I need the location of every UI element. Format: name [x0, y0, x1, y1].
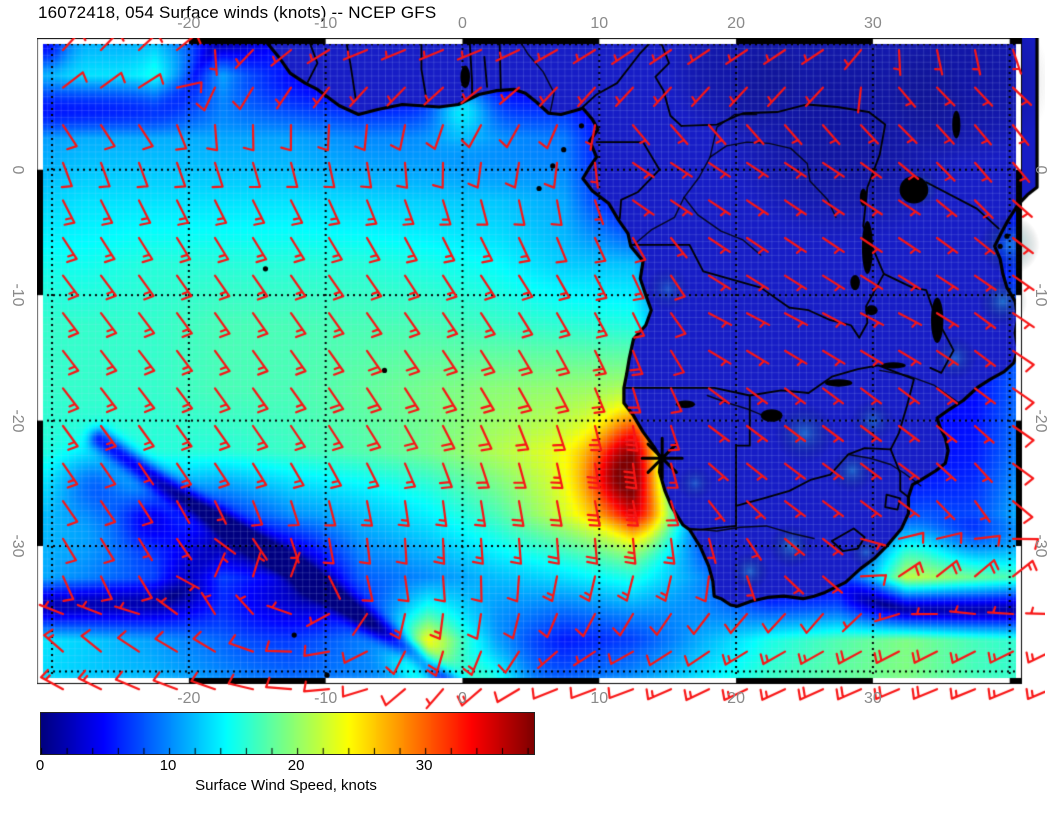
colorbar-tick-label: 0: [35, 757, 45, 774]
colorbar-tick-label: 20: [287, 757, 305, 774]
colorbar-tick-label: 10: [159, 757, 177, 774]
lat-tick-label-left: -10: [9, 283, 26, 307]
lon-tick-label-top: 20: [727, 15, 745, 32]
colorbar-gradient: [40, 712, 535, 755]
lon-tick-label-top: 10: [590, 15, 609, 32]
lon-tick-label-top: 0: [458, 15, 467, 32]
lat-tick-label-left: -20: [9, 409, 26, 433]
figure-title: 16072418, 054 Surface winds (knots) -- N…: [38, 3, 437, 22]
wind-map: [37, 38, 1045, 710]
lat-tick-label-left: -30: [9, 534, 26, 558]
lon-tick-label-top: 30: [863, 15, 882, 32]
lat-tick-label-left: 0: [9, 165, 26, 175]
colorbar-tick-label: 30: [415, 757, 433, 774]
colorbar-caption: Surface Wind Speed, knots: [195, 777, 377, 794]
